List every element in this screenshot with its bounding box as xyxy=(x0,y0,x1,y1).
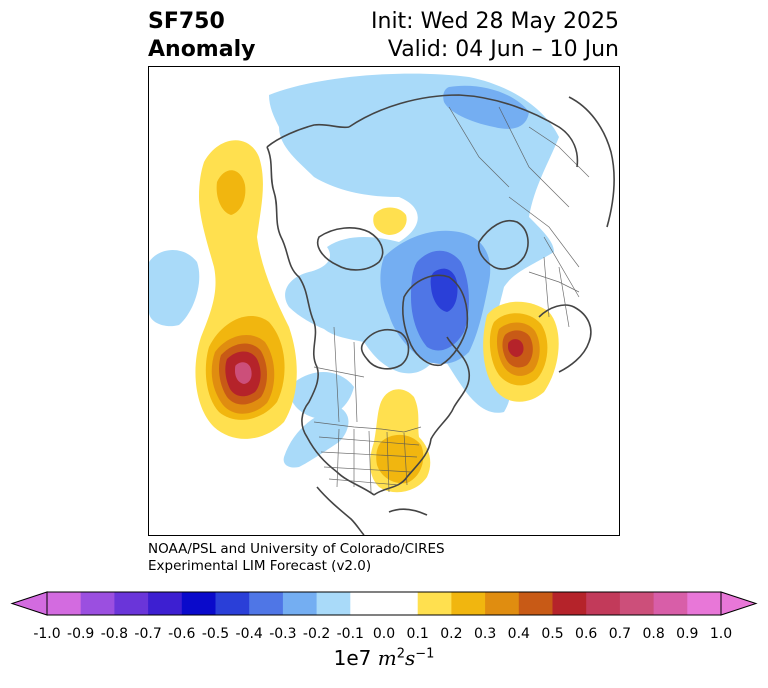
pacific-warm-gold-north xyxy=(216,170,246,215)
colorbar-tick-label: 0.3 xyxy=(473,626,497,642)
colorbar-segment xyxy=(80,592,115,615)
us-state-grid-2 xyxy=(336,428,408,493)
greenland xyxy=(402,274,469,367)
colorbar-tick-label: -1.0 xyxy=(33,626,61,642)
unit-m: m xyxy=(377,646,397,670)
colorbar-segment xyxy=(653,592,688,615)
colorbar-segment xyxy=(249,592,284,615)
title-right: Init: Wed 28 May 2025 Valid: 04 Jun – 10… xyxy=(371,8,619,64)
colorbar xyxy=(10,591,758,616)
unit-s-exp: −1 xyxy=(415,646,435,662)
alaska xyxy=(266,123,350,148)
arctic-warm-patch xyxy=(373,207,407,235)
colorbar-tick-label: 0.2 xyxy=(440,626,463,642)
greenland-blue-deep xyxy=(430,268,458,312)
political-borders xyxy=(313,106,590,493)
mexico xyxy=(316,486,365,535)
colorbar-segment xyxy=(451,592,486,615)
colorbar-tick-label: 1.0 xyxy=(709,626,733,642)
anomaly-map xyxy=(149,73,615,535)
colorbar-tick-label: -0.3 xyxy=(269,626,297,642)
colorbar-outline xyxy=(46,591,722,616)
colorbar-segment xyxy=(148,592,183,615)
us-canada-border xyxy=(313,421,422,433)
colorbar-tick-label: -0.1 xyxy=(336,626,364,642)
alaska-blue-lobe xyxy=(293,274,334,304)
map-panel xyxy=(148,66,620,536)
colorbar-segment xyxy=(215,592,250,615)
colorbar-segment xyxy=(619,592,655,615)
colorbar-tick-label: -0.7 xyxy=(134,626,162,642)
arctic-islands xyxy=(317,227,384,271)
colorbar-segment xyxy=(114,592,149,615)
colorbar-tick-label: -0.2 xyxy=(302,626,331,642)
colorbar-segment xyxy=(586,592,621,615)
colorbar-ticks: -1.0 -0.9 -0.8 -0.7 -0.6 -0.5 -0.4 -0.3 -0.2 -0.1… xyxy=(0,626,768,644)
colorbar-tick-label: 0.1 xyxy=(406,626,429,642)
colorbar-tick-label: 0.9 xyxy=(676,626,699,642)
init-date: Init: Wed 28 May 2025 xyxy=(371,9,619,34)
credit-text: NOAA/PSL and University of Colorado/CIRE… xyxy=(148,541,445,575)
eurasia-mid-blue xyxy=(443,85,529,129)
colorbar-segment xyxy=(316,592,351,615)
colorbar-unit-label: 1e7 m2s−1 xyxy=(0,646,768,670)
colorbar-tick-label: -0.6 xyxy=(168,626,196,642)
atlantic-warm-red xyxy=(508,339,524,357)
colorbar-tick-label: 0.0 xyxy=(372,626,396,642)
colorbar-segment xyxy=(384,592,419,615)
valid-range: Valid: 04 Jun – 10 Jun xyxy=(387,37,619,62)
pacific-blue-lobe xyxy=(149,249,200,327)
colorbar-segment xyxy=(350,592,385,615)
colorbar-extend-low xyxy=(10,591,48,616)
colorbar-tick-label: -0.8 xyxy=(100,626,129,642)
colorbar-tick-label: 0.5 xyxy=(541,626,564,642)
na-east-coast xyxy=(373,336,471,496)
europe-west xyxy=(538,304,592,373)
colorbar-tick-label: -0.9 xyxy=(67,626,95,642)
cuba-caribbean xyxy=(388,508,428,516)
colorbar-segment xyxy=(417,592,452,615)
colorbar-tick-label: 0.4 xyxy=(507,626,530,642)
canada-provinces xyxy=(313,326,365,423)
unit-s: s xyxy=(404,646,416,670)
russia-east xyxy=(568,96,615,228)
west-atlantic-blue xyxy=(283,407,349,468)
colorbar-tick-label: -0.5 xyxy=(201,626,230,642)
hudson-bay xyxy=(360,328,410,370)
colorbar-extend-high xyxy=(720,591,758,616)
colorbar-tick-label: 0.7 xyxy=(608,626,632,642)
colorbar-segment xyxy=(47,592,82,615)
colorbar-segment xyxy=(282,592,318,615)
credit-line-1: NOAA/PSL and University of Colorado/CIRE… xyxy=(148,541,445,557)
negative-anomaly-fields xyxy=(149,73,559,468)
colorbar-segment xyxy=(552,592,587,615)
colorbar-tick-label: 0.8 xyxy=(642,626,665,642)
unit-base: 1e7 xyxy=(333,646,372,670)
colorbar-segment xyxy=(518,592,553,615)
unit-m-exp: 2 xyxy=(396,646,405,662)
colorbar-segment xyxy=(485,592,520,615)
variable-title: SF750 xyxy=(148,9,225,34)
europe-borders xyxy=(528,256,580,328)
colorbar-tick-label: 0.6 xyxy=(575,626,598,642)
colorbar-segment xyxy=(687,592,722,615)
na-west-coast xyxy=(266,146,375,496)
anomaly-subtitle: Anomaly xyxy=(148,37,256,62)
colorbar-tick-label: -0.4 xyxy=(235,626,263,642)
coastlines xyxy=(266,94,615,535)
scandinavia xyxy=(477,220,529,270)
pacific-warm-pink xyxy=(235,362,252,384)
credit-line-2: Experimental LIM Forecast (v2.0) xyxy=(148,558,372,574)
title-left: SF750 Anomaly xyxy=(148,8,255,64)
colorbar-segment xyxy=(181,592,216,615)
eurasia-borders xyxy=(448,106,590,298)
eurasia-north xyxy=(348,94,579,168)
